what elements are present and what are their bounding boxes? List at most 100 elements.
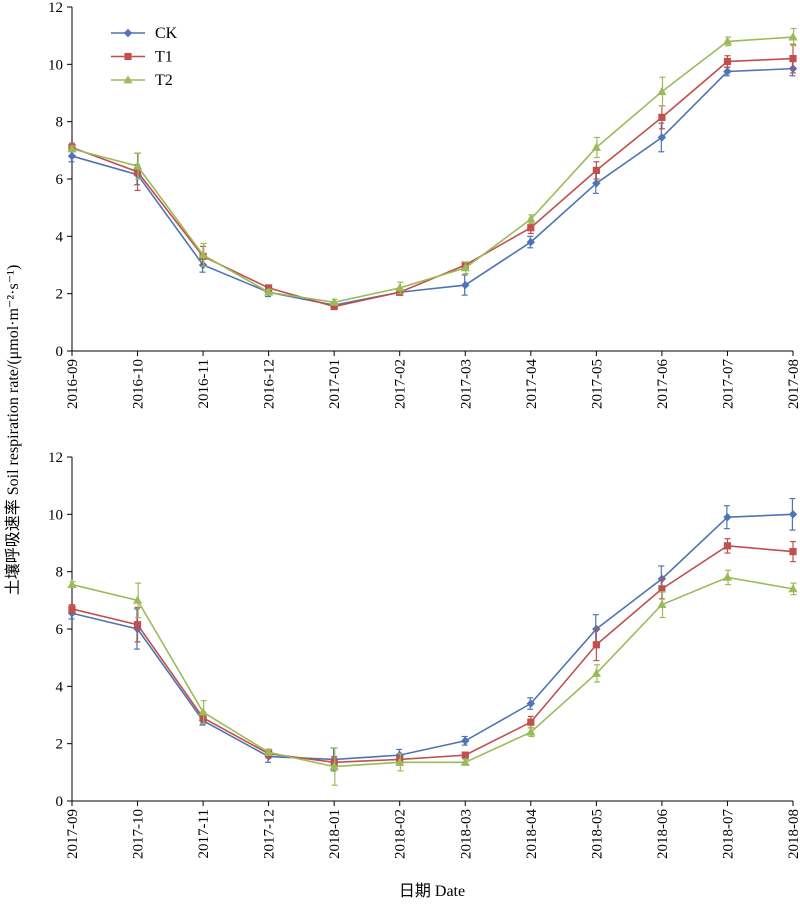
data-point xyxy=(723,57,732,66)
data-point xyxy=(395,757,405,766)
series-CK xyxy=(67,60,798,310)
series-T1 xyxy=(68,538,797,769)
data-point xyxy=(67,144,77,153)
x-tick-label: 2017-04 xyxy=(524,359,540,409)
data-point xyxy=(68,605,76,613)
legend-label: CK xyxy=(155,25,178,42)
data-point xyxy=(526,699,536,708)
x-tick-label: 2017-09 xyxy=(65,809,81,859)
data-point xyxy=(198,250,208,259)
data-point xyxy=(460,757,470,766)
data-point xyxy=(788,510,798,519)
data-point xyxy=(722,572,733,581)
series-line xyxy=(71,36,794,304)
series-T2 xyxy=(67,27,798,306)
x-tick-label: 2017-10 xyxy=(131,809,147,859)
data-point xyxy=(722,36,733,45)
data-point xyxy=(264,287,274,296)
x-tick-label: 2017-03 xyxy=(458,359,474,409)
legend-marker xyxy=(123,28,133,38)
x-tick-label: 2018-02 xyxy=(393,809,409,859)
data-point xyxy=(592,166,600,174)
data-point xyxy=(788,32,798,41)
data-point xyxy=(329,761,339,770)
y-tick-label: 4 xyxy=(56,229,64,245)
data-point xyxy=(132,161,143,170)
data-point xyxy=(133,621,142,629)
data-point xyxy=(461,280,470,290)
x-tick-label: 2018-06 xyxy=(655,809,671,859)
data-point xyxy=(395,283,405,292)
data-point xyxy=(657,599,667,609)
data-point xyxy=(132,595,143,604)
data-point xyxy=(658,113,666,121)
y-tick-label: 8 xyxy=(56,565,64,581)
x-axis-title: 日期 Date xyxy=(399,882,465,900)
series-line xyxy=(71,57,794,308)
data-point xyxy=(527,224,535,232)
legend-item-T2: T2 xyxy=(111,72,173,89)
x-tick-label: 2016-12 xyxy=(262,359,278,409)
series-line xyxy=(71,576,794,768)
x-tick-label: 2018-01 xyxy=(327,809,343,859)
y-tick-label: 6 xyxy=(56,622,64,638)
series-T1 xyxy=(68,43,797,311)
data-point xyxy=(329,297,339,306)
y-axis-title: 土壤呼吸速率 Soil respiration rate/(μmol·m⁻²·s… xyxy=(3,265,22,596)
data-point xyxy=(526,237,536,247)
x-tick-label: 2018-04 xyxy=(524,809,540,859)
data-point xyxy=(527,718,535,726)
series-line xyxy=(71,67,794,306)
x-tick-label: 2018-07 xyxy=(720,809,736,859)
y-tick-label: 0 xyxy=(56,794,64,810)
x-tick-label: 2018-03 xyxy=(458,809,474,859)
y-tick-label: 12 xyxy=(48,450,63,466)
x-tick-label: 2018-05 xyxy=(589,809,605,859)
y-tick-label: 6 xyxy=(56,172,64,188)
series-line xyxy=(71,513,794,761)
data-point xyxy=(264,747,274,756)
data-point xyxy=(198,707,208,716)
x-tick-label: 2017-06 xyxy=(655,359,671,409)
series-line xyxy=(71,545,794,764)
x-tick-label: 2017-08 xyxy=(786,359,800,409)
legend: CK T1 T2 xyxy=(111,25,178,89)
legend-item-CK: CK xyxy=(111,25,178,42)
data-point xyxy=(526,214,536,223)
data-point xyxy=(133,168,142,176)
data-point xyxy=(723,513,732,522)
x-tick-label: 2017-12 xyxy=(262,809,278,859)
series-CK xyxy=(67,497,798,772)
legend-marker xyxy=(123,75,133,84)
data-point xyxy=(330,302,338,311)
x-tick-label: 2017-05 xyxy=(589,359,605,409)
y-tick-label: 10 xyxy=(48,57,63,73)
x-tick-label: 2017-01 xyxy=(327,359,343,409)
data-point xyxy=(592,179,601,188)
bottom-panel: 0 2 4 6 8 10 12 2017-09 2017-10 2017-11 2017-12 201… xyxy=(48,450,800,859)
legend-label: T2 xyxy=(155,72,173,89)
data-point xyxy=(460,263,470,272)
x-tick-label: 2017-11 xyxy=(196,809,212,858)
y-tick-label: 8 xyxy=(56,115,64,131)
series-T2 xyxy=(67,569,798,786)
y-tick-label: 12 xyxy=(48,0,63,16)
data-point xyxy=(591,142,601,151)
x-tick-label: 2018-08 xyxy=(786,809,800,859)
x-tick-label: 2017-07 xyxy=(720,359,736,409)
data-point xyxy=(657,86,667,95)
y-tick-label: 10 xyxy=(48,507,63,523)
top-panel: 0 2 4 6 8 10 12 2016-09 2016-10 2016-11 2016-12 201… xyxy=(48,0,800,409)
data-point xyxy=(592,641,600,649)
x-tick-label: 2016-11 xyxy=(196,359,212,408)
data-point xyxy=(657,133,667,142)
x-tick-label: 2016-09 xyxy=(65,359,81,409)
legend-item-T1: T1 xyxy=(111,49,173,66)
data-point xyxy=(789,55,797,63)
data-point xyxy=(67,151,77,161)
data-point xyxy=(788,584,798,593)
data-point xyxy=(591,668,601,677)
x-tick-label: 2016-10 xyxy=(131,359,147,409)
